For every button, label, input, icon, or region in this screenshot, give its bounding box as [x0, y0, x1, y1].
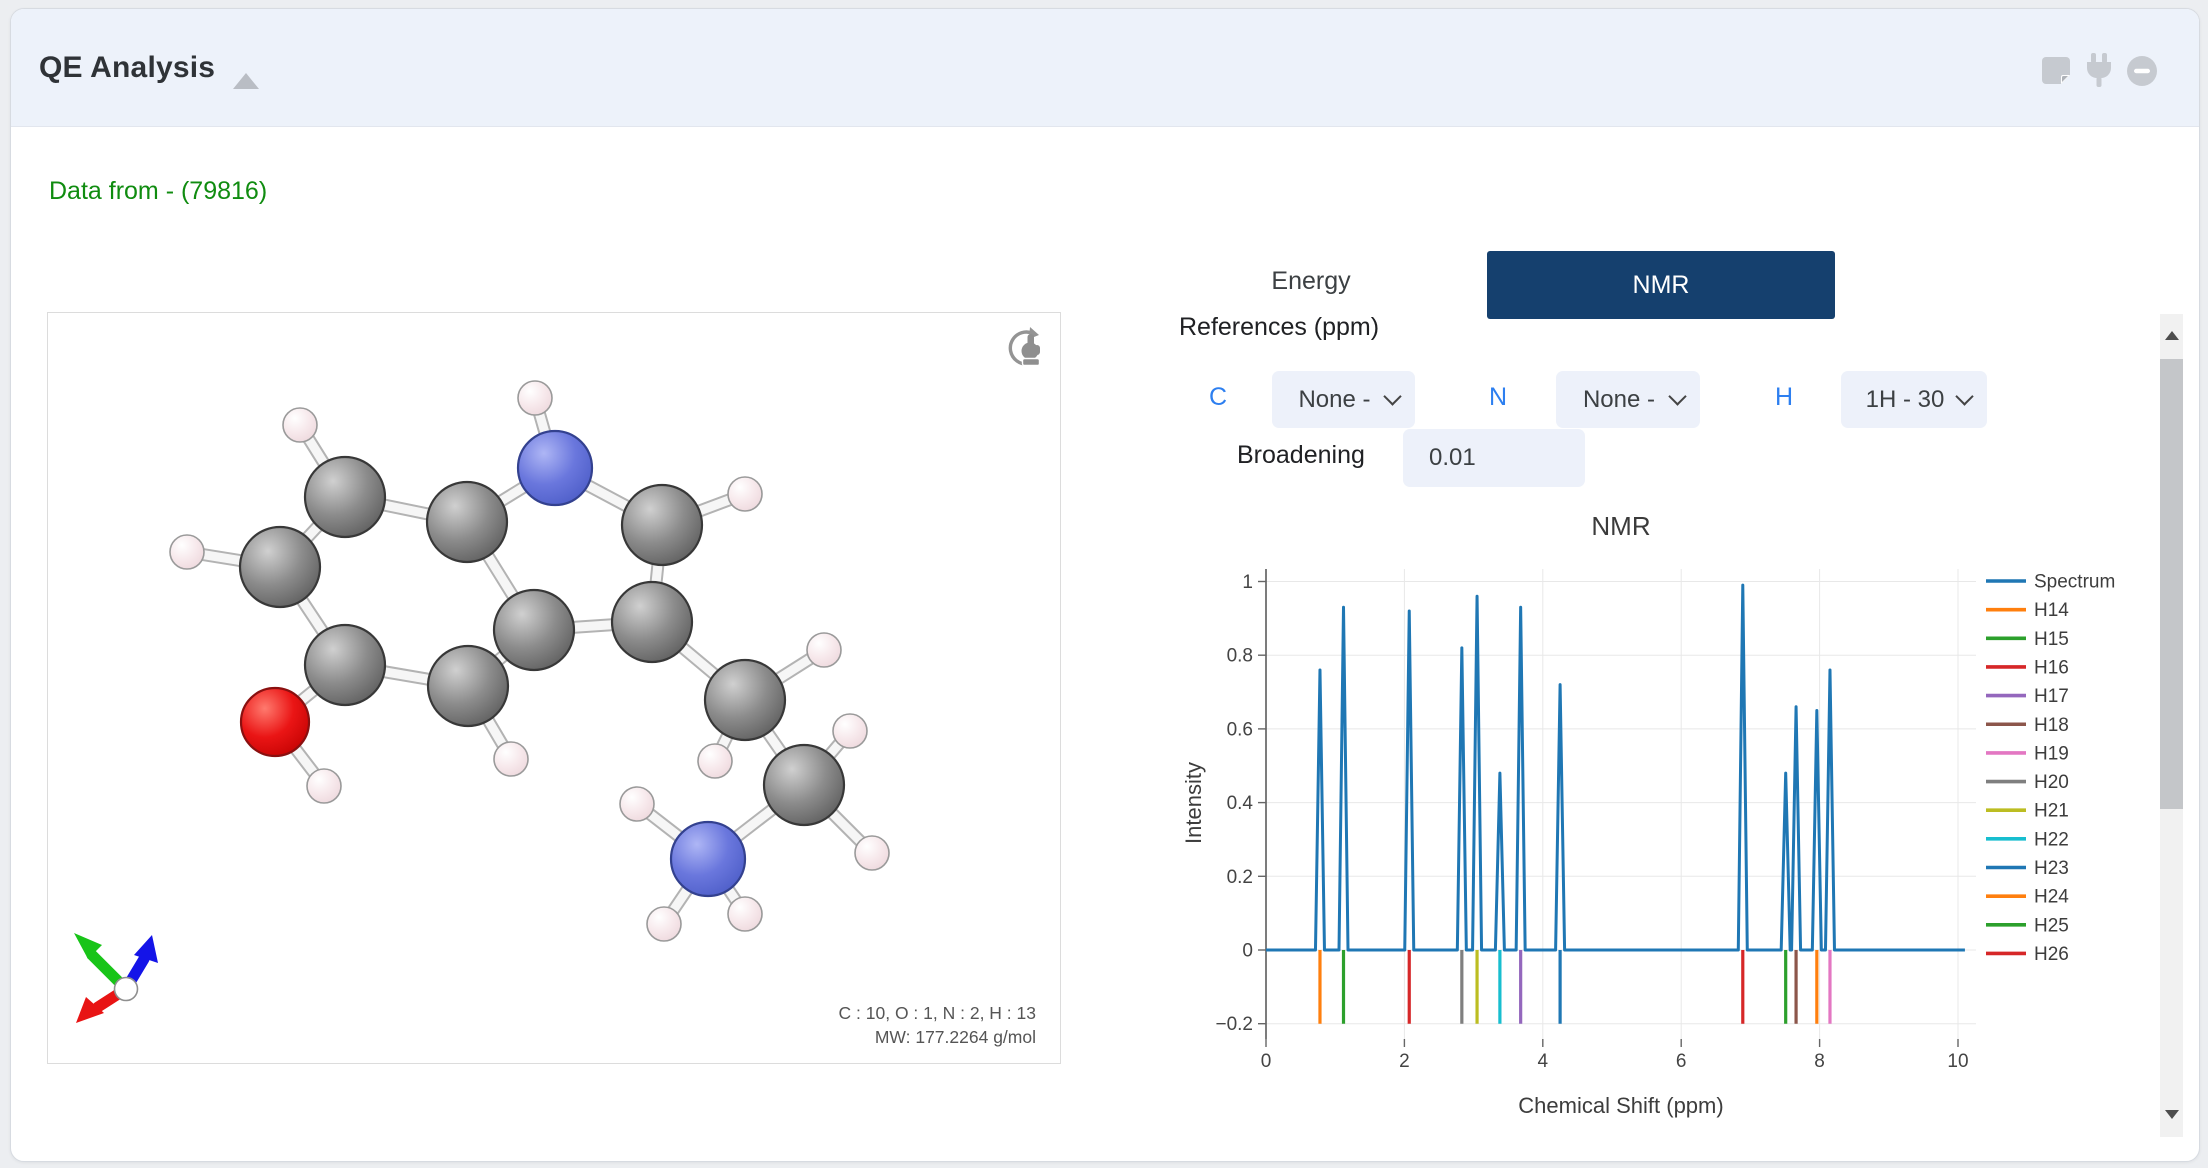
atom-C-4: [492, 588, 576, 672]
legend-label-H20: H20: [2034, 772, 2069, 793]
spectrum-line: [1266, 583, 1965, 952]
panel-scrollbar[interactable]: [2160, 314, 2183, 1137]
tab-energy[interactable]: Energy: [1271, 267, 1351, 295]
atom-C-9: [703, 658, 787, 742]
legend-label-H25: H25: [2034, 915, 2069, 936]
chevron-down-icon: [1955, 387, 1974, 406]
molecule-formula: C : 10, O : 1, N : 2, H : 13 MW: 177.226…: [839, 1001, 1036, 1049]
plug-icon[interactable]: [2083, 53, 2115, 89]
y-tick-label: 0.4: [1227, 793, 1254, 814]
atom-H-19: [806, 632, 842, 668]
x-tick-label: 8: [1814, 1051, 1825, 1072]
rotate-3d-icon[interactable]: [1003, 325, 1049, 371]
legend-label-H21: H21: [2034, 801, 2069, 822]
atom-H-25: [727, 896, 763, 932]
atom-H-18: [727, 476, 763, 512]
x-tick-label: 4: [1538, 1051, 1549, 1072]
hydrogen-reference-value: 1H - 30: [1865, 385, 1945, 413]
atom-H-17: [517, 380, 553, 416]
y-tick-label: 0: [1242, 941, 1253, 962]
chevron-down-icon: [1383, 387, 1402, 406]
note-icon[interactable]: [2039, 54, 2073, 88]
molecular-weight: MW: 177.2264 g/mol: [874, 1027, 1036, 1047]
carbon-reference-select[interactable]: None -: [1272, 371, 1415, 428]
minus-circle-icon[interactable]: [2125, 54, 2159, 88]
broadening-input[interactable]: [1403, 429, 1585, 487]
legend-label-H14: H14: [2034, 600, 2069, 621]
atom-H-13: [282, 407, 318, 443]
x-tick-label: 6: [1676, 1051, 1687, 1072]
legend-label-H16: H16: [2034, 657, 2069, 678]
triangle-up-icon: [2164, 331, 2179, 340]
atom-C-7: [620, 483, 704, 567]
carbon-label: C: [1208, 383, 1228, 411]
y-tick-label: 0.2: [1227, 867, 1253, 888]
atom-H-21: [832, 713, 868, 749]
legend-label-H22: H22: [2034, 829, 2069, 850]
scroll-up-button[interactable]: [2160, 314, 2183, 359]
atom-C-3: [426, 644, 510, 728]
legend-label-H18: H18: [2034, 715, 2069, 736]
atom-O-12: [239, 686, 311, 758]
legend-label-Spectrum: Spectrum: [2034, 572, 2115, 593]
carbon-reference-value: None -: [1298, 385, 1371, 413]
atom-C-8: [610, 580, 694, 664]
atom-C-1: [238, 525, 322, 609]
chevron-down-icon: [1668, 387, 1687, 406]
scroll-down-button[interactable]: [2160, 1092, 2183, 1137]
y-axis-title: Intensity: [1181, 762, 1206, 844]
tab-nmr[interactable]: NMR: [1487, 251, 1835, 319]
molecule-3d-render: [169, 380, 890, 942]
header-actions: [2039, 53, 2159, 89]
legend-label-H23: H23: [2034, 858, 2069, 879]
page-title: QE Analysis: [39, 51, 216, 84]
nitrogen-reference-value: None -: [1582, 385, 1656, 413]
triangle-down-icon: [2164, 1110, 2179, 1119]
atom-H-16: [493, 741, 529, 777]
y-tick-label: −0.2: [1215, 1014, 1253, 1035]
atom-N-6: [516, 429, 594, 507]
molecule-viewer[interactable]: C : 10, O : 1, N : 2, H : 13 MW: 177.226…: [47, 312, 1061, 1064]
x-tick-label: 2: [1399, 1051, 1410, 1072]
axis-gizmo: [74, 933, 158, 1023]
legend-label-H19: H19: [2034, 743, 2069, 764]
atom-H-15: [306, 768, 342, 804]
legend-label-H17: H17: [2034, 686, 2069, 707]
broadening-label: Broadening: [1237, 441, 1365, 469]
data-source-label: Data from - (79816): [49, 177, 268, 205]
nitrogen-reference-select[interactable]: None -: [1556, 371, 1700, 428]
atom-H-20: [697, 743, 733, 779]
nitrogen-label: N: [1488, 383, 1508, 411]
card-header: QE Analysis: [11, 9, 2199, 127]
legend-label-H24: H24: [2034, 887, 2069, 908]
atom-C-0: [303, 455, 387, 539]
y-tick-label: 1: [1242, 572, 1253, 593]
hydrogen-reference-select[interactable]: 1H - 30: [1841, 371, 1987, 428]
collapse-panel-icon[interactable]: [233, 73, 259, 89]
atom-C-5: [425, 480, 509, 564]
atom-C-2: [303, 623, 387, 707]
x-tick-label: 0: [1261, 1051, 1272, 1072]
legend-label-H15: H15: [2034, 629, 2069, 650]
atom-H-14: [169, 534, 205, 570]
x-axis-title: Chemical Shift (ppm): [1518, 1093, 1723, 1118]
legend-label-H26: H26: [2034, 944, 2069, 965]
atom-H-24: [646, 906, 682, 942]
y-tick-label: 0.6: [1227, 719, 1253, 740]
references-label: References (ppm): [1179, 313, 1380, 341]
hydrogen-label: H: [1774, 383, 1794, 411]
atom-H-23: [619, 786, 655, 822]
x-tick-label: 10: [1947, 1051, 1968, 1072]
atom-C-10: [762, 743, 846, 827]
qe-analysis-card: QE Analysis: [10, 8, 2200, 1162]
atom-N-11: [669, 820, 747, 898]
nmr-spectrum-chart: 1 0.8 0.6 0.4 0.2 0 −0.2 0 2 4 6 8 10 NMR Chemical Shi…: [1181, 511, 2115, 1118]
scrollbar-thumb[interactable]: [2160, 359, 2183, 809]
atom-counts: C : 10, O : 1, N : 2, H : 13: [838, 1003, 1036, 1023]
y-tick-label: 0.8: [1227, 646, 1253, 667]
atom-H-22: [854, 835, 890, 871]
chart-title: NMR: [1591, 511, 1650, 541]
